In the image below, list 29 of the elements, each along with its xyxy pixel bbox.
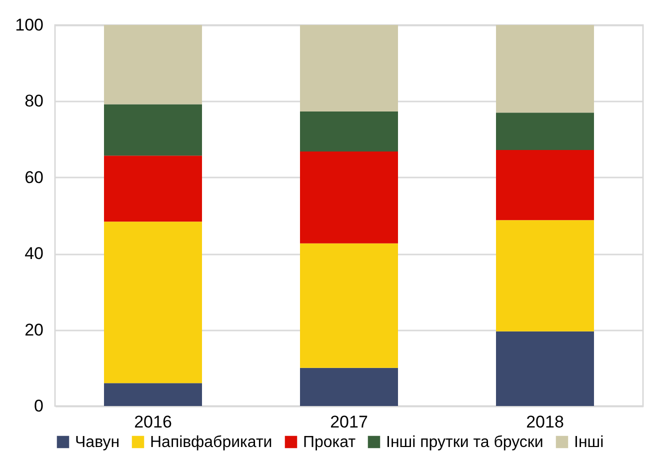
bar [104,156,202,222]
bar [300,25,398,112]
bar [104,104,202,156]
bar [496,220,594,332]
bar [496,25,594,113]
bar [104,25,202,104]
bar [300,111,398,152]
x-tick-label: 2018 [526,412,564,432]
legend-label: Чавун [75,434,120,451]
bar [496,331,594,406]
legend-label: Інші [574,434,604,451]
x-tick-label: 2017 [330,412,368,432]
legend-label: Прокат [303,434,356,451]
bar [496,150,594,220]
y-tick-label: 40 [24,244,44,264]
x-tick-label: 2016 [134,412,172,432]
y-tick-label: 100 [15,16,44,34]
bar [104,383,202,406]
legend-label: Інші прутки та бруски [386,434,544,451]
bar [300,151,398,244]
y-tick-label: 60 [24,168,44,187]
bar [300,368,398,406]
legend-label: Напівфабрикати [150,434,272,451]
bar [496,112,594,150]
bar [300,243,398,368]
bar [104,222,202,384]
y-tick-label: 0 [34,396,44,416]
y-tick-label: 80 [24,92,44,111]
y-tick-label: 20 [24,320,44,340]
